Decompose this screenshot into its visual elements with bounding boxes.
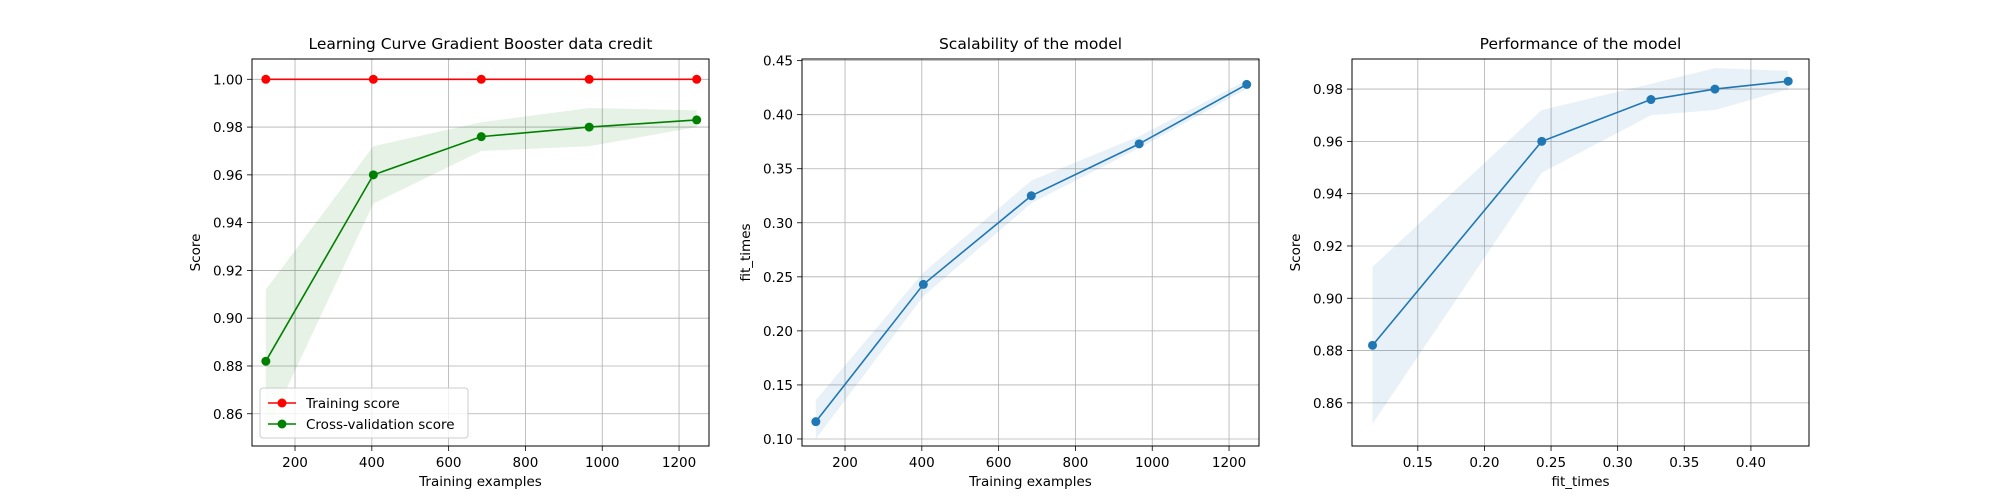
scalability-ticks: 200 400 600 800 1000 1200 0.10 0.15 0.20 0.25 0.30… [763, 54, 1246, 471]
scalability-series-1-point [1134, 139, 1144, 149]
performance-x-tick-label: 0.15 [1403, 455, 1433, 471]
scalability-x-tick-label: 600 [986, 455, 1012, 471]
learning-curve-cross-validation-score-point [692, 115, 702, 125]
performance-y-axis-label: Score [1288, 234, 1304, 272]
scalability-x-tick-label: 800 [1063, 455, 1089, 471]
scalability-series-1-point [1242, 79, 1252, 89]
learning-curve-y-tick-label: 0.90 [213, 311, 243, 327]
performance-series-1-point [1710, 84, 1720, 94]
scalability-x-tick-label: 200 [832, 455, 858, 471]
performance-y-tick-label: 0.86 [1313, 396, 1343, 412]
legend-label-training-score: Training score [305, 396, 400, 412]
learning-curve-x-tick-label: 1000 [585, 455, 619, 471]
learning-curve-y-tick-label: 0.96 [213, 168, 243, 184]
scalability-axes-frame [801, 58, 1260, 447]
learning-curve-y-tick-label: 0.94 [213, 216, 243, 232]
scalability-points [811, 79, 1252, 427]
legend-marker-cross-validation-score [277, 419, 287, 429]
learning-curve-training-score-point [692, 74, 702, 84]
learning-curve-training-score-point [584, 74, 594, 84]
performance-x-tick-label: 0.30 [1603, 455, 1633, 471]
learning-curve-legend: Training score Cross-validation score [259, 387, 469, 439]
scalability-x-tick-label: 1000 [1135, 455, 1169, 471]
performance-ticks: 0.15 0.20 0.25 0.30 0.35 0.40 0.86 0.88 0.90 0.92… [1313, 82, 1766, 471]
scalability-chart: 200 400 600 800 1000 1200 0.10 0.15 0.20 0.25 0.30… [738, 35, 1260, 490]
learning-curve-axes-frame [251, 58, 710, 447]
scalability-series-1-point [811, 417, 821, 427]
learning-curve-x-tick-label: 400 [359, 455, 385, 471]
scalability-series-1-point [1026, 191, 1036, 201]
scalability-x-tick-label: 400 [909, 455, 935, 471]
learning-curve-x-axis-label: Training examples [418, 474, 542, 490]
performance-y-tick-label: 0.92 [1313, 239, 1343, 255]
performance-axes-frame [1351, 58, 1810, 447]
scalability-series-1-point [918, 279, 928, 289]
performance-chart: 0.15 0.20 0.25 0.30 0.35 0.40 0.86 0.88 0.90 0.92… [1288, 35, 1810, 490]
performance-grid [1352, 59, 1809, 446]
legend-marker-training-score [277, 398, 287, 408]
learning-curve-chart: 200 400 600 800 1000 1200 0.86 0.88 0.90 0.92 0.94… [188, 35, 710, 490]
performance-series-1-point [1646, 95, 1656, 105]
legend-entry-cross-validation-score: Cross-validation score [268, 417, 455, 433]
learning-curve-ticks: 200 400 600 800 1000 1200 0.86 0.88 0.90 0.92 0.94… [213, 72, 696, 471]
scalability-y-tick-label: 0.30 [763, 216, 793, 232]
scalability-y-tick-label: 0.25 [763, 270, 793, 286]
learning-curve-x-tick-label: 600 [436, 455, 462, 471]
learning-curve-cross-validation-score-point [368, 170, 378, 180]
learning-curve-y-axis-label: Score [188, 234, 204, 272]
legend-label-cross-validation-score: Cross-validation score [306, 417, 455, 433]
performance-series-1-point [1368, 340, 1378, 350]
performance-x-tick-label: 0.25 [1536, 455, 1566, 471]
scalability-x-axis-label: Training examples [968, 474, 1092, 490]
learning-curve-training-score-point [368, 74, 378, 84]
performance-y-tick-label: 0.90 [1313, 291, 1343, 307]
performance-y-tick-label: 0.88 [1313, 344, 1343, 360]
legend-box [259, 387, 469, 439]
performance-series-1-point [1783, 76, 1793, 86]
scalability-y-tick-label: 0.10 [763, 432, 793, 448]
scalability-x-tick-label: 1200 [1212, 455, 1246, 471]
scalability-grid [802, 59, 1259, 446]
scalability-title: Scalability of the model [939, 35, 1122, 53]
performance-y-tick-label: 0.96 [1313, 134, 1343, 150]
learning-curve-x-tick-label: 200 [282, 455, 308, 471]
scalability-y-tick-label: 0.20 [763, 324, 793, 340]
performance-x-axis-label: fit_times [1551, 474, 1609, 490]
learning-curve-y-tick-label: 0.86 [213, 407, 243, 423]
learning-curve-bands [265, 107, 697, 433]
performance-points [1368, 76, 1793, 350]
learning-curve-cross-validation-score-point [261, 356, 271, 366]
learning-curve-x-tick-label: 1200 [662, 455, 696, 471]
learning-curve-training-score-point [261, 74, 271, 84]
performance-title: Performance of the model [1480, 35, 1682, 53]
performance-y-tick-label: 0.98 [1313, 82, 1343, 98]
legend-entry-training-score: Training score [268, 396, 400, 412]
scalability-y-tick-label: 0.15 [763, 378, 793, 394]
learning-curve-y-tick-label: 0.98 [213, 120, 243, 136]
performance-x-tick-label: 0.35 [1669, 455, 1699, 471]
learning-curve-y-tick-label: 1.00 [213, 72, 243, 88]
learning-curve-title: Learning Curve Gradient Booster data cre… [308, 35, 652, 53]
scalability-y-axis-label: fit_times [738, 223, 754, 281]
learning-curve-cross-validation-score-std-band [265, 107, 697, 433]
learning-curve-cross-validation-score-point [584, 122, 594, 132]
performance-series-1-point [1537, 136, 1547, 146]
learning-curve-points [261, 74, 702, 366]
scalability-y-tick-label: 0.40 [763, 108, 793, 124]
performance-y-tick-label: 0.94 [1313, 187, 1343, 203]
scalability-y-tick-label: 0.35 [763, 162, 793, 178]
learning-curve-x-tick-label: 800 [513, 455, 539, 471]
performance-x-tick-label: 0.20 [1469, 455, 1499, 471]
learning-curve-training-score-point [476, 74, 486, 84]
learning-curve-y-tick-label: 0.92 [213, 263, 243, 279]
learning-curve-cross-validation-score-point [476, 132, 486, 142]
performance-x-tick-label: 0.40 [1736, 455, 1766, 471]
scalability-y-tick-label: 0.45 [763, 54, 793, 70]
learning-curve-y-tick-label: 0.88 [213, 359, 243, 375]
